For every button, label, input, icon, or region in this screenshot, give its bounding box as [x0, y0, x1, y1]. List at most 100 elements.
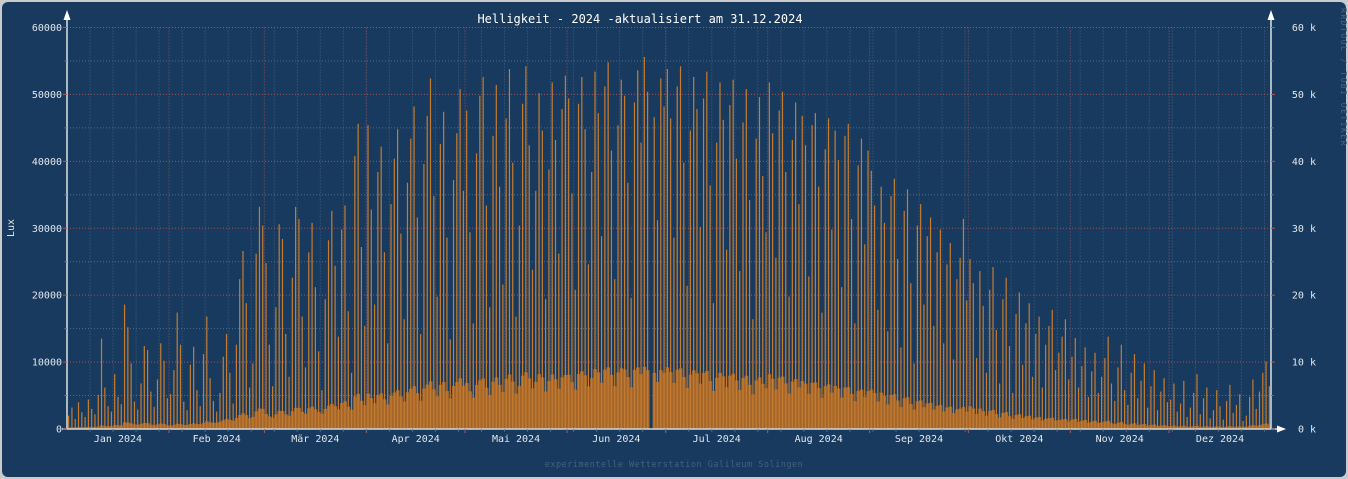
- daily-max-bar: [755, 138, 757, 429]
- daily-max-bar: [1255, 408, 1257, 429]
- daily-max-bar: [1209, 418, 1211, 429]
- daily-max-bar: [1160, 391, 1162, 429]
- daily-max-bar: [1183, 380, 1185, 429]
- x-axis-labels: Jan 2024 Feb 2024 Mär 2024 Apr 2024 Mai 2024…: [94, 434, 1244, 445]
- daily-max-bar: [252, 363, 254, 429]
- daily-max-bar: [1117, 367, 1119, 429]
- daily-max-bar: [528, 145, 530, 430]
- daily-max-bar: [176, 312, 178, 429]
- daily-max-bar: [193, 346, 195, 429]
- daily-max-bar: [245, 303, 247, 429]
- daily-max-bar: [1045, 344, 1047, 429]
- daily-max-bar: [173, 370, 175, 429]
- daily-max-bar: [643, 56, 645, 430]
- daily-max-bar: [923, 304, 925, 429]
- y-axis-tick-label-right: 60 k: [1292, 23, 1316, 34]
- y-axis-tick-label-right: 30 k: [1292, 224, 1316, 235]
- daily-max-bar: [870, 170, 872, 429]
- daily-max-bar: [1166, 402, 1168, 429]
- daily-max-bar: [1002, 299, 1004, 429]
- daily-max-bar: [1094, 352, 1096, 429]
- x-axis-month-label: Dez 2024: [1196, 434, 1244, 445]
- daily-max-bar: [897, 259, 899, 429]
- daily-max-bar: [554, 139, 557, 430]
- axis-ticks: [63, 27, 1275, 433]
- daily-max-bar: [551, 82, 553, 429]
- daily-max-bar: [531, 269, 534, 429]
- x-axis-month-label: Feb 2024: [193, 434, 241, 445]
- daily-max-bar: [535, 190, 537, 429]
- y-axis-tick-label-right: 40 k: [1292, 157, 1316, 168]
- daily-max-bar: [748, 200, 751, 429]
- daily-max-bar: [1100, 376, 1103, 429]
- daily-max-bar: [1028, 303, 1030, 429]
- daily-max-bar: [1150, 386, 1152, 429]
- daily-max-bar: [81, 412, 83, 429]
- daily-max-bar: [831, 229, 833, 429]
- daily-max-bar: [505, 118, 507, 430]
- y-axis-tick-label-right: 10 k: [1292, 358, 1316, 369]
- daily-max-bar: [729, 105, 731, 429]
- daily-max-bar: [443, 111, 445, 429]
- daily-max-bar: [420, 333, 422, 429]
- daily-max-bar: [1120, 344, 1122, 429]
- daily-max-bar: [617, 125, 619, 429]
- daily-max-bar: [117, 396, 119, 429]
- daily-max-bar: [170, 394, 172, 429]
- y-axis-title: Lux: [6, 219, 17, 237]
- daily-max-bar: [903, 210, 905, 429]
- daily-max-bar: [153, 406, 155, 429]
- daily-max-bar: [732, 79, 734, 429]
- daily-max-bar: [979, 271, 981, 429]
- daily-max-bar: [456, 133, 458, 429]
- daily-max-bar: [489, 307, 491, 429]
- daily-max-bar: [248, 387, 251, 429]
- daily-max-bar: [699, 226, 701, 429]
- daily-max-bar: [275, 307, 277, 429]
- daily-max-bar: [962, 218, 965, 429]
- daily-max-bar: [857, 165, 859, 429]
- daily-max-bar: [620, 79, 622, 429]
- x-axis-month-label: Jul 2024: [693, 434, 741, 445]
- daily-max-bar: [946, 264, 948, 429]
- daily-max-bar: [581, 77, 583, 429]
- daily-max-bar: [739, 271, 741, 429]
- x-axis-arrow: [1277, 425, 1286, 433]
- y-axis-tick-label-left: 20000: [32, 291, 62, 302]
- daily-max-bar: [874, 205, 876, 429]
- daily-max-bar: [107, 406, 109, 429]
- daily-max-bar: [100, 338, 103, 429]
- daily-max-bar: [893, 178, 895, 429]
- daily-max-bar: [314, 287, 316, 429]
- daily-max-bar: [880, 186, 882, 429]
- daily-max-bar: [808, 276, 810, 429]
- daily-max-bar: [114, 374, 116, 429]
- daily-max-bar: [548, 169, 550, 429]
- daily-max-bar: [239, 279, 241, 429]
- daily-max-bar: [1156, 410, 1159, 429]
- daily-max-bar: [933, 325, 935, 429]
- daily-max-bar: [318, 351, 320, 429]
- y-axis-tick-label-right: 0 k: [1298, 425, 1316, 436]
- daily-max-bar: [847, 123, 849, 430]
- daily-max-bar: [1005, 277, 1007, 429]
- daily-max-bar: [969, 259, 971, 429]
- x-axis-month-label: Mär 2024: [291, 434, 339, 445]
- daily-max-bar: [1025, 323, 1027, 429]
- daily-max-bar: [693, 77, 695, 429]
- daily-max-bar: [666, 68, 668, 429]
- daily-max-bar: [383, 252, 386, 429]
- daily-max-bar: [288, 376, 290, 429]
- daily-max-bar: [982, 305, 984, 429]
- daily-max-bar: [229, 372, 231, 429]
- y-axis-tick-label-right: 50 k: [1292, 90, 1316, 101]
- daily-max-bar: [545, 299, 547, 429]
- daily-max-bar: [502, 284, 504, 429]
- daily-max-bar: [166, 398, 168, 429]
- daily-max-bar: [265, 263, 267, 429]
- daily-max-bar: [1077, 387, 1080, 429]
- daily-max-bar: [841, 287, 843, 429]
- daily-max-bar: [140, 383, 142, 429]
- y-axis-tick-label-left: 0: [56, 425, 62, 436]
